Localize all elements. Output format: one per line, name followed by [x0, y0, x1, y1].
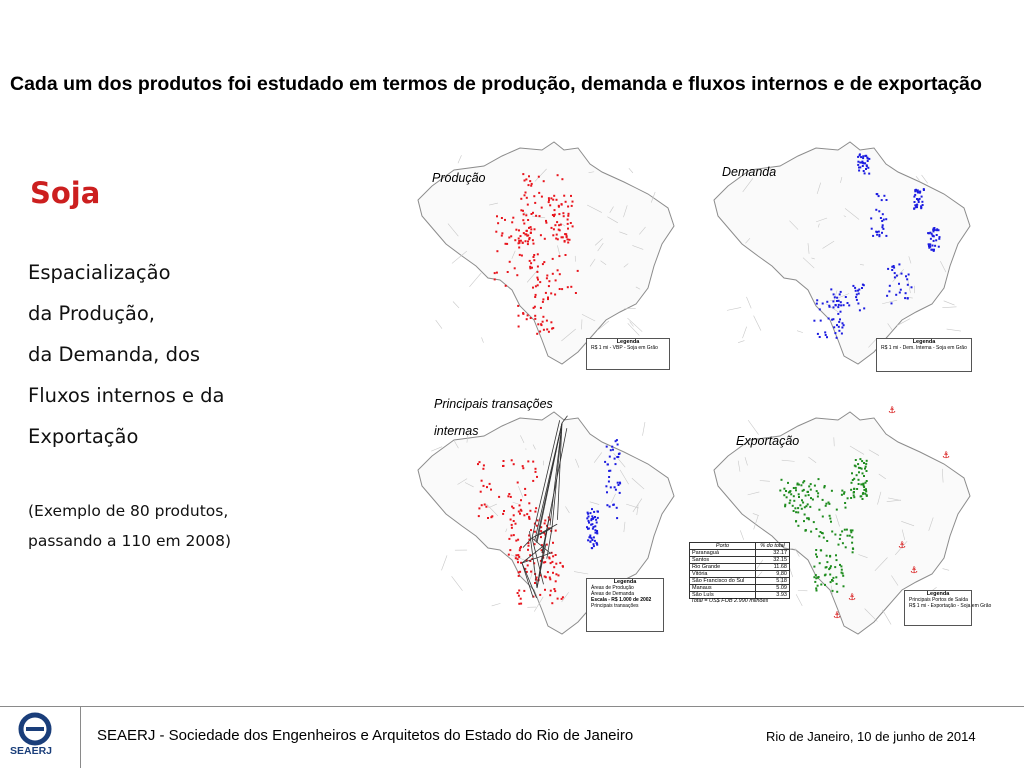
production-map-label: Produção — [432, 171, 486, 185]
seaerj-logo-icon — [18, 712, 52, 746]
legend-title: Legenda — [926, 591, 950, 597]
table-row: Paranaguá 32.17 — [688, 549, 790, 557]
table-row: Vitória 9.80 — [688, 570, 790, 578]
ports-table: Porto % do total Paranaguá 32.17 Santos 32… — [688, 542, 790, 599]
flows-map-label-line2: internas — [434, 424, 479, 438]
port-share: 9.80 — [755, 570, 790, 578]
port-share: 32.17 — [755, 549, 790, 557]
body-line: Exportação — [28, 425, 139, 448]
legend-title: Legenda — [616, 339, 640, 345]
svg-text:⚓: ⚓ — [942, 451, 950, 461]
body-line: da Demanda, dos — [28, 343, 201, 366]
svg-text:⚓: ⚓ — [898, 541, 906, 551]
port-share: 32.15 — [755, 556, 790, 564]
legend-title: Legenda — [613, 579, 637, 585]
table-row: São Luís 3.93 — [688, 591, 790, 599]
svg-text:⚓: ⚓ — [910, 566, 918, 576]
demand-legend: Legenda R$ 1 mi - Dem. Interna - Soja em… — [876, 338, 972, 372]
table-row: Santos 32.15 — [688, 556, 790, 564]
body-line: da Produção, — [28, 302, 155, 325]
legend-item: R$ 1 mi - Exportação - Soja em Grão — [909, 603, 992, 609]
slide-title: Cada um dos produtos foi estudado em ter… — [10, 73, 982, 95]
note-text: (Exemplo de 80 produtos, passando a 110 … — [28, 496, 231, 556]
export-legend: Legenda Principais Portos de Saída R$ 1 … — [904, 590, 992, 626]
logo-text: SEAERJ — [10, 745, 53, 757]
legend-item: Áreas de Produção — [591, 585, 634, 591]
export-map: ⚓ ⚓ ⚓ ⚓ ⚓ ⚓ Exportação Legenda Principais Por… — [688, 378, 992, 638]
body-line: Fluxos internos e da — [28, 384, 225, 407]
port-share: 5.18 — [755, 577, 790, 585]
port-name: Rio Grande — [688, 563, 757, 571]
ports-table-header: Porto % do total — [688, 542, 790, 550]
port-share: 11.68 — [755, 563, 790, 571]
body-text: Espacialização da Produção, da Demanda, … — [28, 252, 225, 457]
svg-text:⚓: ⚓ — [888, 406, 896, 416]
demand-map: Demanda Legenda R$ 1 mi - Dem. Interna -… — [688, 108, 978, 372]
production-map: Produção Legenda R$ 1 mi - VBP - Soja em… — [392, 108, 682, 370]
svg-text:⚓: ⚓ — [848, 593, 856, 603]
footer-separator — [80, 707, 81, 768]
ports-header-port: Porto — [688, 542, 757, 550]
footer-divider — [0, 706, 1024, 707]
ports-header-share: % do total — [755, 542, 790, 550]
port-name: Vitória — [688, 570, 757, 578]
svg-text:⚓: ⚓ — [833, 611, 841, 621]
ports-total: Total = US$ FOB 2.990 milhões — [691, 598, 769, 604]
table-row: Rio Grande 11.68 — [688, 563, 790, 571]
port-name: Paranaguá — [688, 549, 757, 557]
port-share: 3.93 — [755, 591, 790, 599]
note-line: passando a 110 em 2008) — [28, 532, 232, 550]
port-name: Santos — [688, 556, 757, 564]
production-legend: Legenda R$ 1 mi - VBP - Soja em Grão — [586, 338, 670, 370]
export-map-label: Exportação — [736, 434, 800, 448]
slide-subtitle: Soja — [30, 176, 101, 210]
legend-flows: Principais transações — [591, 603, 639, 609]
flows-map-label-line1: Principais transações — [434, 397, 553, 411]
footer-organization: SEAERJ - Sociedade dos Engenheiros e Arq… — [97, 727, 634, 744]
footer-date: Rio de Janeiro, 10 de junho de 2014 — [766, 729, 976, 744]
legend-title: Legenda — [912, 339, 936, 345]
flows-legend: Legenda Áreas de Produção Áreas de Deman… — [586, 578, 664, 632]
legend-scale: Escala - R$ 1.000 de 2002 — [591, 597, 652, 603]
legend-item: R$ 1 mi - VBP - Soja em Grão — [591, 345, 658, 351]
port-name: São Francisco do Sul — [688, 577, 757, 585]
body-line: Espacialização — [28, 261, 171, 284]
table-row: São Francisco do Sul 5.18 — [688, 577, 790, 585]
demand-map-graphic — [713, 141, 971, 365]
port-name: Manaus — [688, 584, 757, 592]
flows-map: Principais transações internas Legenda Á… — [392, 378, 682, 638]
demand-map-label: Demanda — [722, 165, 777, 179]
legend-item: Áreas de Demanda — [591, 591, 635, 597]
legend-item: Principais Portos de Saída — [909, 597, 968, 603]
port-share: 5.09 — [755, 584, 790, 592]
table-row: Manaus 5.09 — [688, 584, 790, 592]
legend-item: R$ 1 mi - Dem. Interna - Soja em Grão — [881, 345, 967, 351]
production-map-graphic — [417, 141, 675, 365]
note-line: (Exemplo de 80 produtos, — [28, 502, 229, 520]
port-name: São Luís — [688, 591, 757, 599]
